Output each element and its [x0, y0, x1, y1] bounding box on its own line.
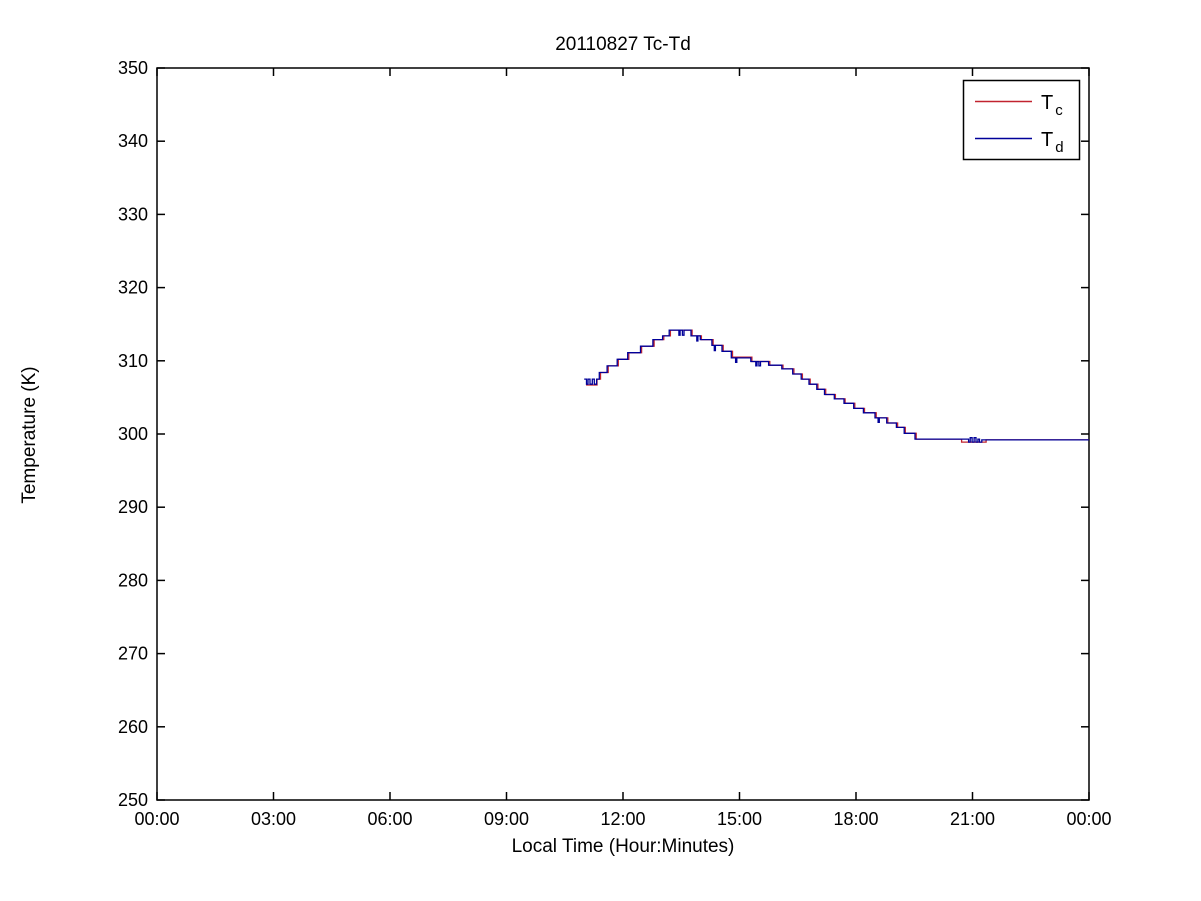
- y-tick-label: 250: [118, 790, 148, 810]
- x-tick-label: 12:00: [600, 809, 645, 829]
- series-tc-line: [586, 329, 1089, 443]
- x-tick-label: 00:00: [134, 809, 179, 829]
- x-tick-label: 15:00: [717, 809, 762, 829]
- y-tick-label: 340: [118, 131, 148, 151]
- y-tick-label: 270: [118, 644, 148, 664]
- y-tick-label: 320: [118, 278, 148, 298]
- axis-ticks: [156, 67, 1090, 801]
- x-tick-label: 21:00: [950, 809, 995, 829]
- y-tick-label: 280: [118, 570, 148, 590]
- x-tick-label: 03:00: [251, 809, 296, 829]
- y-tick-label: 310: [118, 351, 148, 371]
- axis-tick-labels: 00:00 03:00 06:00 09:00 12:00 15:00 18:00 21:00…: [118, 58, 1112, 829]
- series-td-line: [584, 329, 1089, 443]
- axes-box: [156, 67, 1090, 801]
- y-tick-label: 260: [118, 717, 148, 737]
- series-group: [584, 329, 1089, 443]
- legend-label-tc-sub: c: [1055, 102, 1063, 119]
- y-tick-label: 300: [118, 424, 148, 444]
- y-tick-label: 350: [118, 58, 148, 78]
- x-tick-label: 18:00: [833, 809, 878, 829]
- y-axis-label: Temperature (K): [19, 366, 40, 504]
- legend-label-td-sub: d: [1055, 139, 1063, 156]
- x-tick-label: 09:00: [484, 809, 529, 829]
- legend-box: [962, 79, 1081, 161]
- legend-label-tc-main: T: [1041, 92, 1053, 114]
- x-axis-label: Local Time (Hour:Minutes): [511, 836, 735, 857]
- y-tick-label: 330: [118, 204, 148, 224]
- y-tick-label: 290: [118, 497, 148, 517]
- legend-label-td-main: T: [1041, 129, 1053, 151]
- chart-title: 20110827 Tc-Td: [555, 34, 691, 55]
- x-tick-label: 00:00: [1066, 809, 1111, 829]
- x-tick-label: 06:00: [367, 809, 412, 829]
